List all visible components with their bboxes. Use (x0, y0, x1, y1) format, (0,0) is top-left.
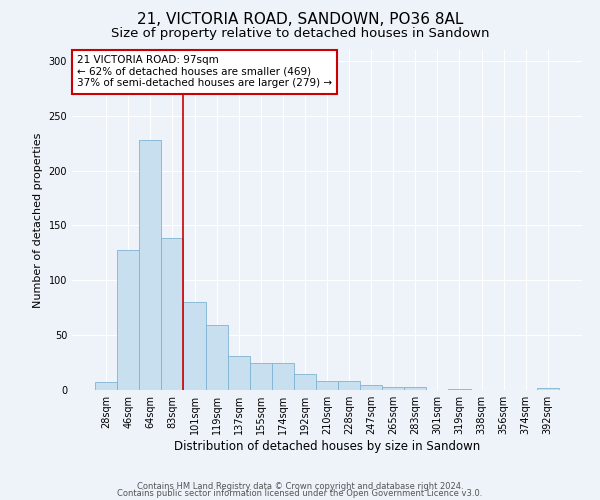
Bar (448, 389, 470, 390)
Bar (316, 381, 338, 390)
Bar (227, 356, 250, 390)
Bar (250, 362, 272, 390)
Bar (184, 302, 206, 390)
Y-axis label: Number of detached properties: Number of detached properties (33, 132, 43, 308)
Bar (537, 388, 559, 390)
Text: 21, VICTORIA ROAD, SANDOWN, PO36 8AL: 21, VICTORIA ROAD, SANDOWN, PO36 8AL (137, 12, 463, 28)
Bar (206, 326, 227, 390)
Bar (95, 382, 117, 390)
Bar (161, 238, 184, 390)
Text: Contains HM Land Registry data © Crown copyright and database right 2024.: Contains HM Land Registry data © Crown c… (137, 482, 463, 491)
Bar (404, 386, 427, 390)
Text: 21 VICTORIA ROAD: 97sqm
← 62% of detached houses are smaller (469)
37% of semi-d: 21 VICTORIA ROAD: 97sqm ← 62% of detache… (77, 55, 332, 88)
Bar (338, 381, 360, 390)
Bar (382, 386, 404, 390)
Text: Contains public sector information licensed under the Open Government Licence v3: Contains public sector information licen… (118, 489, 482, 498)
Bar (139, 140, 161, 390)
Bar (272, 362, 294, 390)
Text: Size of property relative to detached houses in Sandown: Size of property relative to detached ho… (111, 28, 489, 40)
Bar (360, 384, 382, 390)
X-axis label: Distribution of detached houses by size in Sandown: Distribution of detached houses by size … (174, 440, 480, 453)
Bar (294, 374, 316, 390)
Bar (117, 250, 139, 390)
